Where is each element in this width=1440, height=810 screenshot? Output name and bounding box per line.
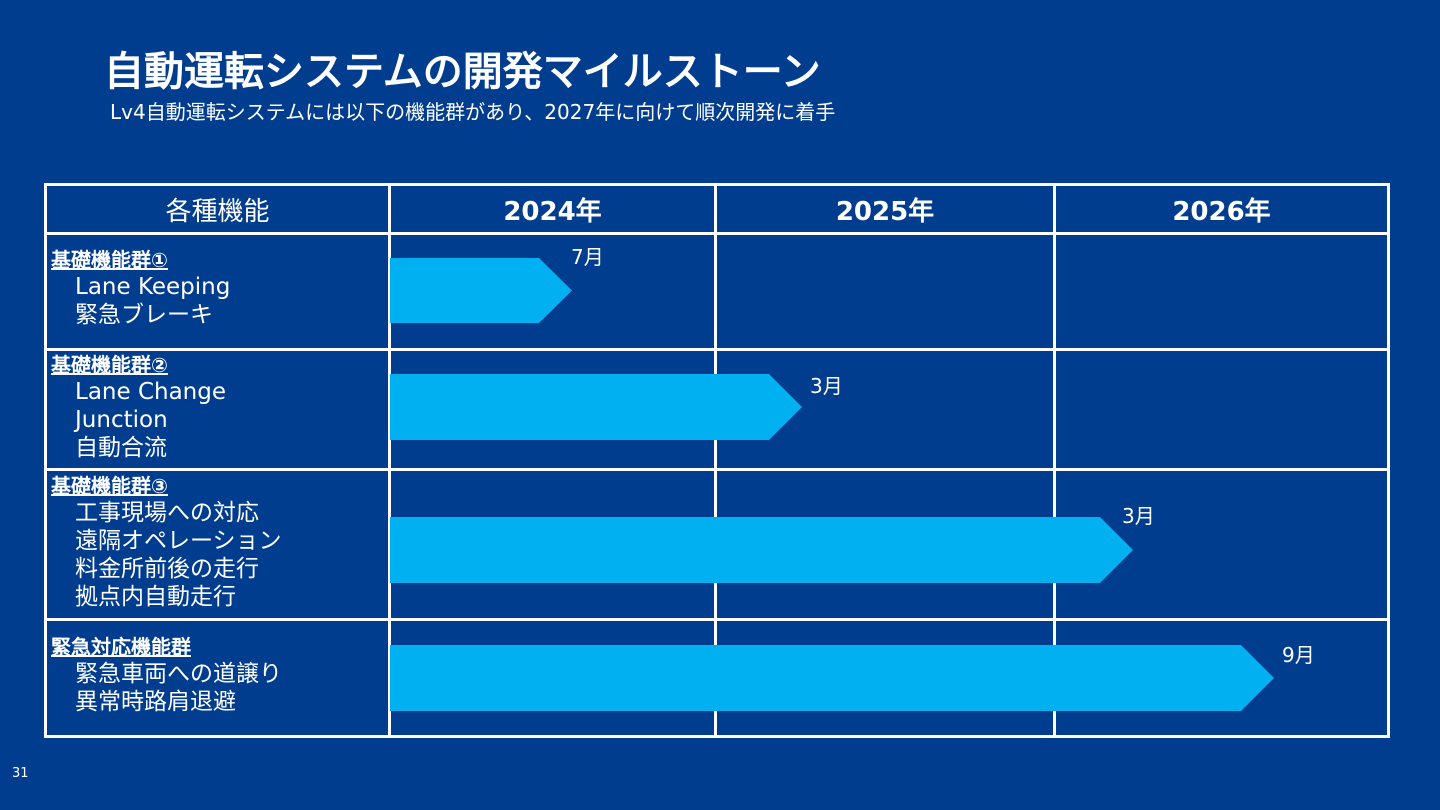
timeline-bar-group-2	[390, 374, 802, 440]
group-title: 基礎機能群③	[51, 474, 168, 498]
grid-line	[44, 735, 1390, 738]
timeline-bar-group-1	[390, 258, 572, 323]
header-functions: 各種機能	[165, 197, 270, 227]
milestone-label-group-2: 3月	[810, 374, 843, 398]
grid-line	[1053, 183, 1056, 738]
group-item: 拠点内自動走行	[75, 584, 236, 610]
grid-line	[44, 468, 1390, 471]
function-group-4: 緊急対応機能群 緊急車両への道譲り 異常時路肩退避	[51, 634, 282, 716]
grid-line	[44, 232, 1390, 235]
group-item: Lane Keeping	[75, 274, 231, 300]
group-item: 工事現場への対応	[75, 500, 259, 526]
slide-title: 自動運転システムの開発マイルストーン	[104, 49, 821, 95]
group-item: 自動合流	[75, 435, 167, 461]
group-title: 緊急対応機能群	[51, 635, 191, 659]
grid-line	[714, 183, 717, 738]
page-number: 31	[12, 766, 29, 781]
function-group-1: 基礎機能群① Lane Keeping 緊急ブレーキ	[51, 247, 230, 329]
group-item: Lane Change	[75, 379, 227, 405]
milestone-label-group-4: 9月	[1282, 643, 1315, 667]
grid-line	[44, 618, 1390, 621]
group-item: 緊急車両への道譲り	[75, 661, 282, 687]
milestone-table: 各種機能 2024年 2025年 2026年 基礎機能群① Lane Keepi…	[44, 183, 1390, 738]
function-group-3: 基礎機能群③ 工事現場への対応 遠隔オペレーション 料金所前後の走行 拠点内自動…	[51, 473, 282, 611]
header-year-2026: 2026年	[1172, 197, 1271, 227]
group-title: 基礎機能群①	[51, 248, 168, 272]
milestone-label-group-3: 3月	[1122, 504, 1155, 528]
group-item: Junction	[75, 407, 168, 433]
group-title: 基礎機能群②	[51, 353, 168, 377]
group-item: 緊急ブレーキ	[75, 302, 213, 328]
grid-line	[1387, 183, 1390, 738]
timeline-bar-group-3	[390, 517, 1133, 583]
grid-line	[44, 183, 47, 738]
group-item: 遠隔オペレーション	[75, 528, 282, 554]
milestone-label-group-1: 7月	[571, 245, 604, 269]
header-year-2024: 2024年	[503, 197, 602, 227]
group-item: 料金所前後の走行	[75, 556, 259, 582]
header-year-2025: 2025年	[835, 197, 935, 227]
timeline-bar-group-4	[390, 645, 1274, 711]
grid-line	[44, 183, 1390, 186]
grid-line	[388, 183, 391, 738]
group-item: 異常時路肩退避	[75, 689, 236, 715]
grid-line	[44, 348, 1390, 351]
slide-subtitle: Lv4自動運転システムには以下の機能群があり、2027年に向けて順次開発に着手	[110, 100, 836, 124]
function-group-2: 基礎機能群② Lane Change Junction 自動合流	[51, 352, 226, 462]
